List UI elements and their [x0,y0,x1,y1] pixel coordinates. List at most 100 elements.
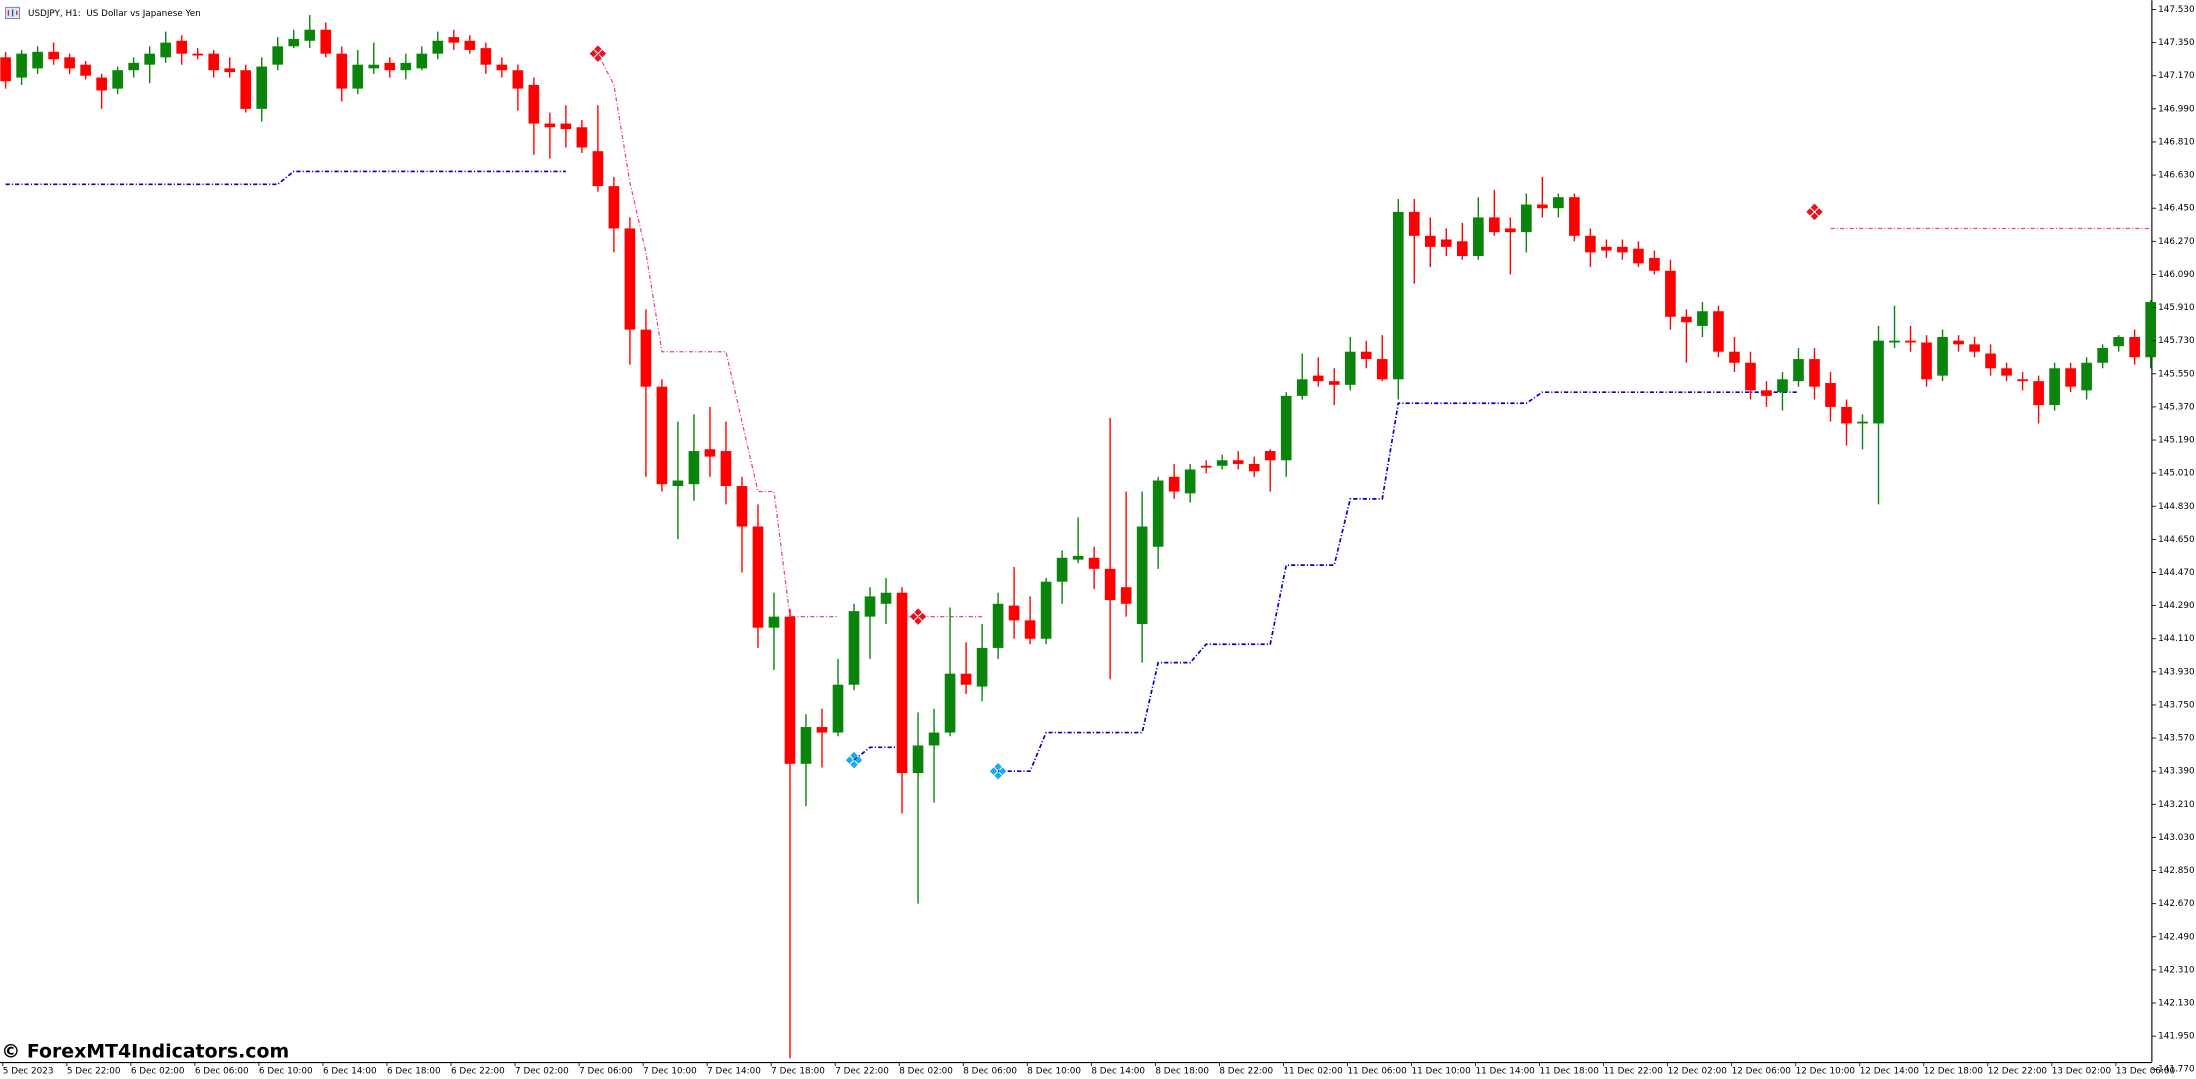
x-tick-label: 8 Dec 22:00 [1219,1066,1273,1076]
x-tick-label: 6 Dec 02:00 [131,1066,185,1076]
y-tick-label: 141.770 [2158,1065,2195,1075]
y-tick-label: 146.810 [2158,137,2195,147]
candle-body [1280,395,1292,461]
candle-body [528,84,540,124]
candle-body [1585,235,1596,253]
candle-body [1521,204,1532,233]
y-tick-label: 147.350 [2158,38,2195,48]
y-tick-label: 142.130 [2158,999,2195,1009]
candle-body [208,53,220,71]
x-tick-label: 8 Dec 10:00 [1027,1066,1081,1076]
x-tick-label: 8 Dec 18:00 [1155,1066,1209,1076]
candle-body [2033,381,2044,406]
candle-body [1056,557,1068,582]
y-tick-label: 143.030 [2158,833,2195,843]
x-tick-label: 6 Dec 06:00 [195,1066,249,1076]
candle-body [976,647,988,687]
candle-body [384,62,396,71]
candle-body [1168,476,1180,492]
candle-body [928,732,940,746]
candle-body [192,53,204,56]
candle-body [1473,217,1484,257]
y-tick-label: 142.670 [2158,899,2195,909]
x-tick-label: 7 Dec 02:00 [515,1066,569,1076]
candle-body [2097,348,2108,363]
candle-body [1392,211,1404,380]
candle-body [128,62,139,71]
candle-body [960,673,972,685]
y-tick-label: 146.630 [2158,171,2195,181]
candle-body [288,38,300,47]
candle-layer [0,15,2156,1059]
candle-body [1216,460,1228,466]
candle-body [1873,340,1884,424]
candle-body [880,592,892,604]
candle-body [2113,336,2124,347]
signal-diamond [594,54,602,62]
y-tick-label: 143.750 [2158,700,2195,710]
candle-body [1745,362,1756,391]
signal-diamond [594,45,602,53]
candle-body [1777,379,1788,393]
candle-body [896,592,908,774]
chart-title: USDJPY, H1: US Dollar vs Japanese Yen [28,9,201,19]
candle-body [320,29,332,54]
candle-body [1841,406,1852,424]
x-tick-label: 8 Dec 02:00 [899,1066,953,1076]
candle-body [624,228,636,330]
candle-body [512,70,524,89]
candle-body [1072,555,1084,560]
candle-body [416,53,428,69]
y-tick-label: 144.830 [2158,502,2195,512]
candle-body [1120,587,1132,604]
x-tick-label: 7 Dec 18:00 [771,1066,825,1076]
candle-body [272,46,284,65]
candle-body [1328,381,1340,385]
x-tick-label: 6 Dec 10:00 [259,1066,313,1076]
candle-body [2145,302,2156,358]
y-tick-label: 142.310 [2158,965,2195,975]
candle-body [1232,460,1244,464]
candle-body [48,51,59,60]
x-tick-label: 13 Dec 06:00 [2116,1066,2176,1076]
x-tick-label: 7 Dec 10:00 [643,1066,697,1076]
candle-body [1408,211,1420,236]
y-tick-label: 143.570 [2158,734,2195,744]
candle-body [1456,241,1468,257]
candle-body [832,684,844,733]
candle-body [992,603,1004,648]
candle-body [0,57,11,82]
x-tick-label: 12 Dec 14:00 [1860,1066,1920,1076]
candle-body [752,526,764,628]
candle-body [432,40,444,54]
y-tick-label: 145.190 [2158,436,2195,446]
candle-body [1537,204,1548,209]
candle-body [400,62,412,71]
candle-body [912,745,924,774]
candle-body [112,70,123,89]
candle-body [256,66,268,109]
candle-body [464,40,476,50]
y-tick-label: 146.090 [2158,270,2195,280]
candle-body [448,37,460,43]
x-tick-label: 12 Dec 18:00 [1924,1066,1984,1076]
y-tick-label: 143.210 [2158,800,2195,810]
candle-body [560,123,572,130]
candle-body [1569,197,1580,236]
candle-body [864,596,876,617]
candle-body [720,451,732,487]
candle-body [1184,469,1196,494]
indicator-line [5,170,1799,773]
candle-body [1424,235,1436,247]
candle-body [1553,197,1564,209]
y-tick-label: 145.550 [2158,369,2195,379]
candle-body [656,386,668,485]
candle-body [1665,270,1676,317]
y-tick-label: 146.990 [2158,104,2195,114]
y-tick-label: 146.450 [2158,204,2195,214]
x-tick-label: 7 Dec 14:00 [707,1066,761,1076]
candle-body [1617,246,1628,253]
